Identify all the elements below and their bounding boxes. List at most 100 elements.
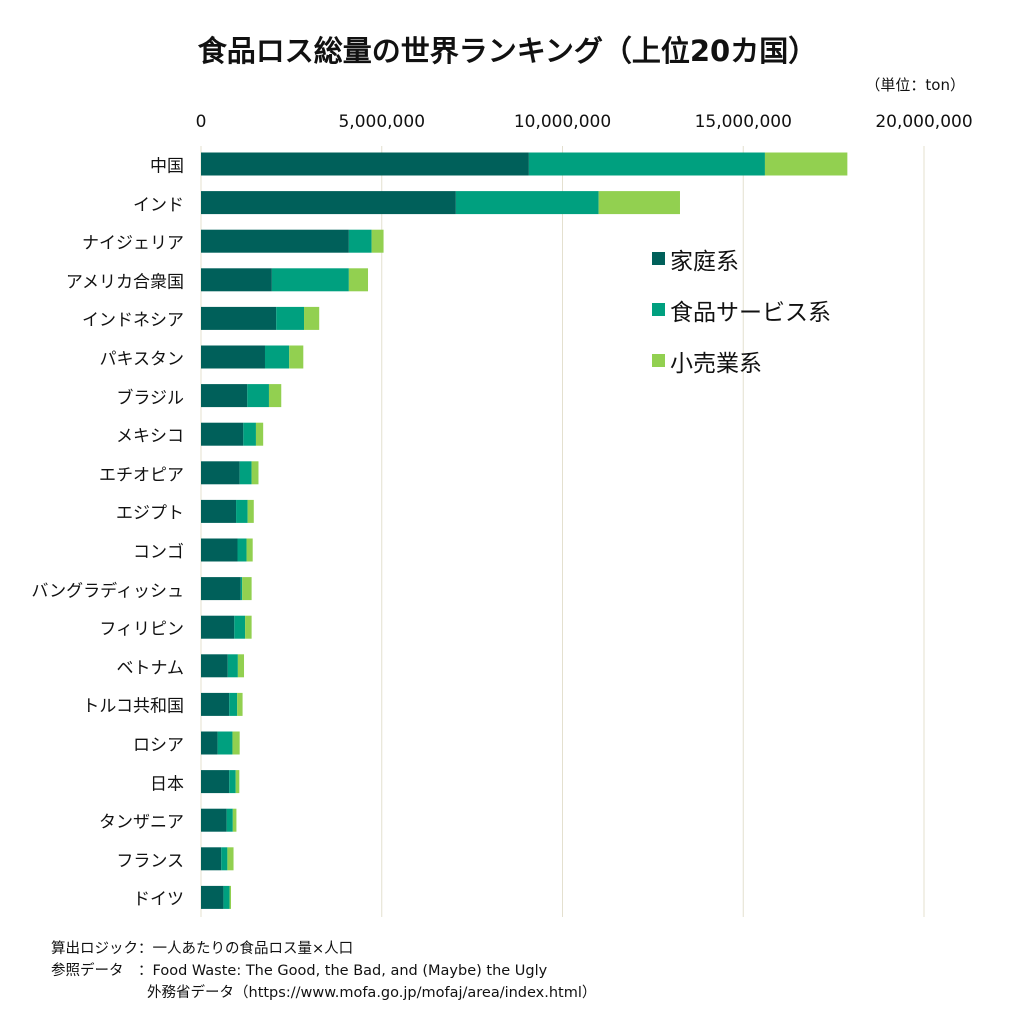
bar-segment-food-service [227,654,238,678]
bar-segment-household [201,615,235,639]
bar-segment-food-service [243,422,256,446]
bar-segment-household [201,770,230,794]
category-label: ドイツ [133,889,184,910]
bar-segment-household [201,847,222,871]
category-label: ナイジェリア [82,233,184,254]
bar-segment-retail [247,499,254,523]
bar-segment-household [201,152,529,176]
bar-segment-household [201,577,241,601]
legend-swatch [652,252,665,265]
category-label: 日本 [150,774,184,795]
legend-item: 食品サービス系 [652,284,831,335]
category-label: フランス [116,851,184,872]
bar-segment-household [201,692,230,716]
x-tick-label: 15,000,000 [694,112,792,132]
bar-segment-retail [227,847,234,871]
bar-segment-food-service [239,461,252,485]
category-label: アメリカ合衆国 [65,272,184,293]
bar-segment-food-service [234,615,246,639]
bar-segment-food-service [276,306,305,330]
x-tick-label: 0 [195,112,207,132]
bar-segment-food-service [229,692,238,716]
category-label: ベトナム [116,658,185,679]
bar-segment-household [201,306,277,330]
bar-segment-food-service [237,538,247,562]
bar-segment-household [201,538,238,562]
footer-notes: 算出ロジック： 一人あたりの食品ロス量×人口 参照データ ： Food Wast… [51,938,596,1004]
bar-segment-food-service [236,499,248,523]
bar-segment-food-service [528,152,765,176]
bar-segment-food-service [264,345,290,369]
bar-segment-household [201,654,228,678]
bar-segment-retail [289,345,304,369]
category-label: コンゴ [133,542,184,563]
bar-segment-retail [237,692,243,716]
category-label: ロシア [133,735,184,756]
bar-segment-household [201,191,456,215]
bar-segment-food-service [455,191,599,215]
chart-title: 食品ロス総量の世界ランキング（上位20カ国） [197,34,818,68]
legend-swatch [652,354,665,367]
category-label: インドネシア [82,310,184,331]
bar-segment-household [201,461,240,485]
x-tick-label: 5,000,000 [338,112,426,132]
category-label: フィリピン [99,619,184,640]
legend-item: 家庭系 [652,233,831,284]
bar-segment-household [201,384,248,408]
bar-segment-retail [245,615,252,639]
category-label: エチオピア [99,465,184,486]
bar-segment-household [201,229,349,253]
bar-segment-household [201,808,227,832]
footer-ref-key: 参照データ ： [51,963,153,979]
bar-segment-household [201,422,244,446]
category-label: パキスタン [99,349,185,370]
bars [201,152,848,909]
bar-segment-food-service [348,229,372,253]
unit-label: （単位：ton） [865,76,965,94]
bar-segment-retail [232,808,237,832]
footer-logic-key: 算出ロジック： [51,941,153,957]
legend-swatch [652,303,665,316]
bar-segment-retail [598,191,680,215]
footer-ref-row-2: 外務省データ（https://www.mofa.go.jp/mofaj/area… [51,982,596,1004]
legend-label: 小売業系 [670,350,762,377]
legend-label: 食品サービス系 [670,299,831,326]
x-tick-label: 20,000,000 [875,112,973,132]
bar-segment-food-service [223,885,230,909]
bar-segment-retail [242,577,252,601]
bar-segment-retail [255,422,264,446]
category-label: バングラディッシュ [31,581,184,602]
bar-segment-household [201,499,237,523]
bar-segment-retail [371,229,384,253]
bar-segment-household [201,885,224,909]
bar-segment-food-service [240,577,243,601]
category-label: ブラジル [116,388,184,409]
category-label: 中国 [150,156,184,177]
bar-segment-retail [229,885,232,909]
footer-ref-row: 参照データ ： Food Waste: The Good, the Bad, a… [51,960,596,982]
bar-segment-retail [246,538,253,562]
bar-segment-retail [304,306,320,330]
footer-logic-row: 算出ロジック： 一人あたりの食品ロス量×人口 [51,938,596,960]
category-label: メキシコ [116,426,184,447]
bar-segment-food-service [247,384,269,408]
bar-segment-retail [232,731,240,755]
x-tick-label: 10,000,000 [513,112,612,132]
bar-segment-retail [268,384,282,408]
bar-segment-food-service [271,268,349,292]
bar-segment-retail [235,770,240,794]
legend-label: 家庭系 [670,248,739,275]
category-label: インド [133,195,184,216]
bar-segment-retail [251,461,259,485]
bar-segment-food-service [221,847,228,871]
bar-segment-retail [764,152,848,176]
bar-segment-household [201,345,265,369]
legend-item: 小売業系 [652,335,831,386]
footer-ref-value-2: 外務省データ（https://www.mofa.go.jp/mofaj/area… [147,985,597,1001]
bar-segment-retail [237,654,245,678]
bar-segment-retail [348,268,369,292]
bar-segment-household [201,731,218,755]
bar-segment-household [201,268,272,292]
category-label: トルコ共和国 [82,696,184,717]
